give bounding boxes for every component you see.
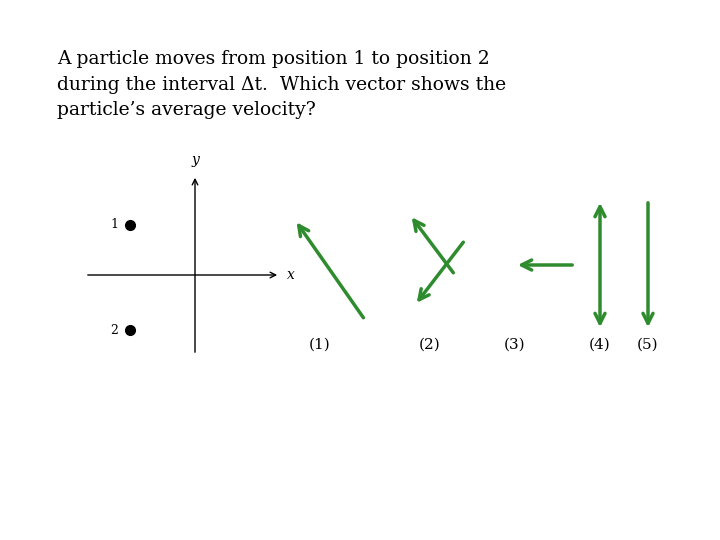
- Text: (5): (5): [637, 338, 659, 352]
- Text: A particle moves from position 1 to position 2
during the interval Δt.  Which ve: A particle moves from position 1 to posi…: [57, 50, 506, 119]
- Text: (3): (3): [504, 338, 526, 352]
- Text: x: x: [287, 268, 295, 282]
- Text: (2): (2): [419, 338, 441, 352]
- Text: (1): (1): [309, 338, 331, 352]
- Text: 2: 2: [110, 323, 118, 336]
- Text: (4): (4): [589, 338, 611, 352]
- Text: y: y: [191, 153, 199, 167]
- Text: 1: 1: [110, 219, 118, 232]
